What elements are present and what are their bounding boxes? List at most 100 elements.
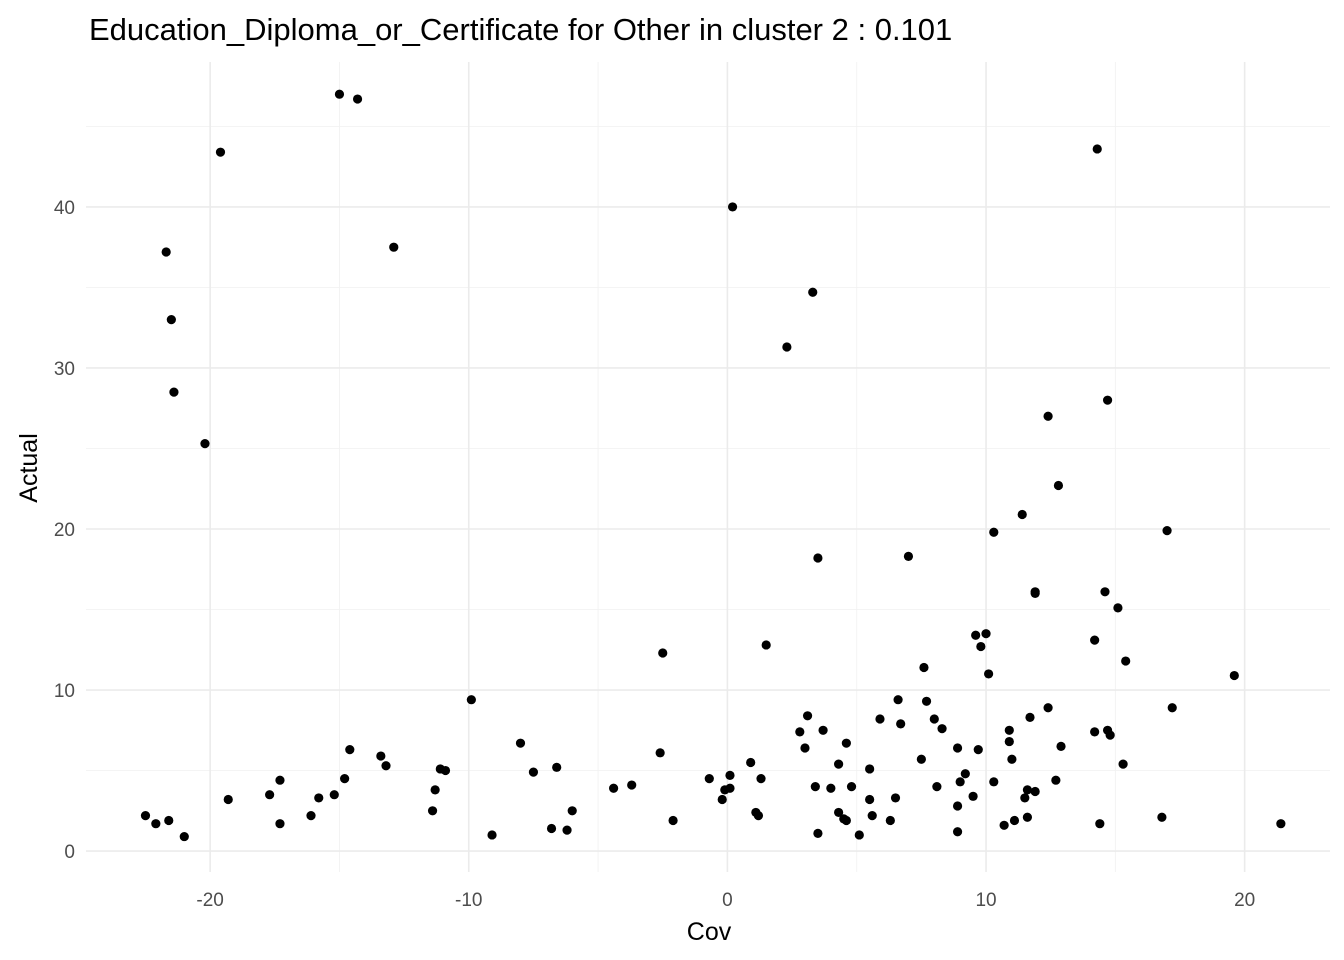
data-point bbox=[1092, 144, 1102, 154]
data-point bbox=[968, 791, 978, 801]
data-point bbox=[466, 695, 476, 705]
data-point bbox=[865, 764, 875, 774]
data-point bbox=[140, 811, 151, 821]
data-point bbox=[1020, 793, 1030, 803]
data-point bbox=[952, 827, 963, 837]
x-axis-ticks: -20 -10 0 10 20 bbox=[196, 890, 1255, 911]
data-point bbox=[746, 757, 756, 768]
data-point bbox=[885, 815, 895, 826]
data-point bbox=[841, 815, 851, 826]
data-point bbox=[275, 819, 285, 829]
data-point bbox=[999, 820, 1009, 830]
data-point bbox=[1043, 411, 1053, 421]
chart-title: Education_Diploma_or_Certificate for Oth… bbox=[89, 12, 952, 47]
data-point bbox=[1056, 741, 1066, 751]
data-point bbox=[795, 727, 805, 737]
data-point bbox=[971, 630, 981, 640]
data-point bbox=[810, 782, 820, 792]
data-point bbox=[1167, 703, 1177, 713]
y-tick-label: 0 bbox=[64, 842, 75, 863]
x-tick-label: -20 bbox=[196, 890, 223, 911]
data-point bbox=[989, 527, 999, 537]
data-point bbox=[890, 793, 901, 803]
data-point bbox=[627, 780, 637, 790]
data-point bbox=[487, 830, 497, 840]
data-point bbox=[223, 794, 233, 805]
data-point bbox=[1007, 754, 1017, 764]
data-point bbox=[528, 767, 539, 777]
data-point bbox=[1004, 736, 1014, 747]
data-point bbox=[381, 761, 391, 771]
data-point bbox=[800, 743, 810, 753]
data-point bbox=[169, 387, 179, 397]
data-point bbox=[1090, 727, 1100, 737]
data-point bbox=[179, 831, 189, 842]
data-point bbox=[984, 669, 994, 679]
data-point bbox=[841, 738, 851, 748]
data-point bbox=[973, 745, 983, 755]
data-point bbox=[1025, 712, 1035, 723]
data-point bbox=[1105, 730, 1115, 740]
data-point bbox=[1229, 670, 1239, 681]
data-point bbox=[1100, 587, 1110, 597]
data-point bbox=[896, 719, 906, 729]
data-point bbox=[1095, 819, 1105, 829]
data-point bbox=[867, 811, 877, 821]
data-point bbox=[952, 743, 963, 753]
data-point bbox=[1004, 725, 1014, 735]
data-point bbox=[427, 806, 438, 816]
data-point bbox=[865, 794, 875, 805]
data-point bbox=[329, 790, 339, 800]
data-points bbox=[140, 89, 1286, 842]
data-point bbox=[340, 774, 350, 784]
data-point bbox=[275, 775, 285, 785]
data-point bbox=[704, 774, 714, 784]
data-point bbox=[562, 825, 572, 835]
data-point bbox=[834, 759, 844, 769]
y-tick-label: 30 bbox=[54, 359, 75, 380]
x-tick-label: 20 bbox=[1234, 890, 1255, 911]
data-point bbox=[1162, 526, 1172, 536]
data-point bbox=[1022, 785, 1033, 795]
y-tick-label: 20 bbox=[54, 520, 75, 541]
y-tick-label: 10 bbox=[54, 681, 75, 702]
data-point bbox=[875, 714, 885, 724]
data-point bbox=[430, 785, 440, 795]
data-point bbox=[151, 819, 161, 829]
data-point bbox=[753, 811, 764, 821]
data-point bbox=[552, 762, 562, 772]
data-point bbox=[717, 794, 727, 805]
data-point bbox=[916, 754, 926, 764]
data-point bbox=[1121, 656, 1131, 666]
data-point bbox=[1276, 819, 1286, 829]
data-point bbox=[1113, 603, 1123, 613]
data-point bbox=[802, 711, 813, 721]
data-point bbox=[306, 811, 316, 821]
data-point bbox=[161, 247, 171, 257]
data-point bbox=[1043, 703, 1053, 713]
data-point bbox=[826, 783, 836, 793]
data-point bbox=[1030, 786, 1040, 797]
data-point bbox=[1090, 635, 1100, 645]
data-point bbox=[376, 751, 386, 761]
data-point bbox=[265, 790, 275, 800]
data-point bbox=[668, 815, 678, 826]
data-point bbox=[955, 777, 965, 787]
data-point bbox=[808, 287, 818, 297]
data-point bbox=[314, 793, 324, 803]
data-point bbox=[929, 714, 939, 724]
x-axis-label: Cov bbox=[687, 918, 732, 946]
data-point bbox=[200, 439, 210, 449]
data-point bbox=[761, 640, 771, 650]
data-point bbox=[903, 551, 914, 561]
data-point bbox=[389, 242, 399, 252]
y-axis-ticks: 0 10 20 30 40 bbox=[54, 198, 75, 863]
data-point bbox=[976, 641, 986, 652]
data-point bbox=[727, 202, 738, 212]
data-point bbox=[1157, 812, 1167, 822]
y-tick-label: 40 bbox=[54, 198, 75, 219]
data-point bbox=[567, 806, 577, 816]
x-tick-label: -10 bbox=[455, 890, 482, 911]
data-point bbox=[725, 770, 735, 780]
data-point bbox=[813, 828, 823, 838]
